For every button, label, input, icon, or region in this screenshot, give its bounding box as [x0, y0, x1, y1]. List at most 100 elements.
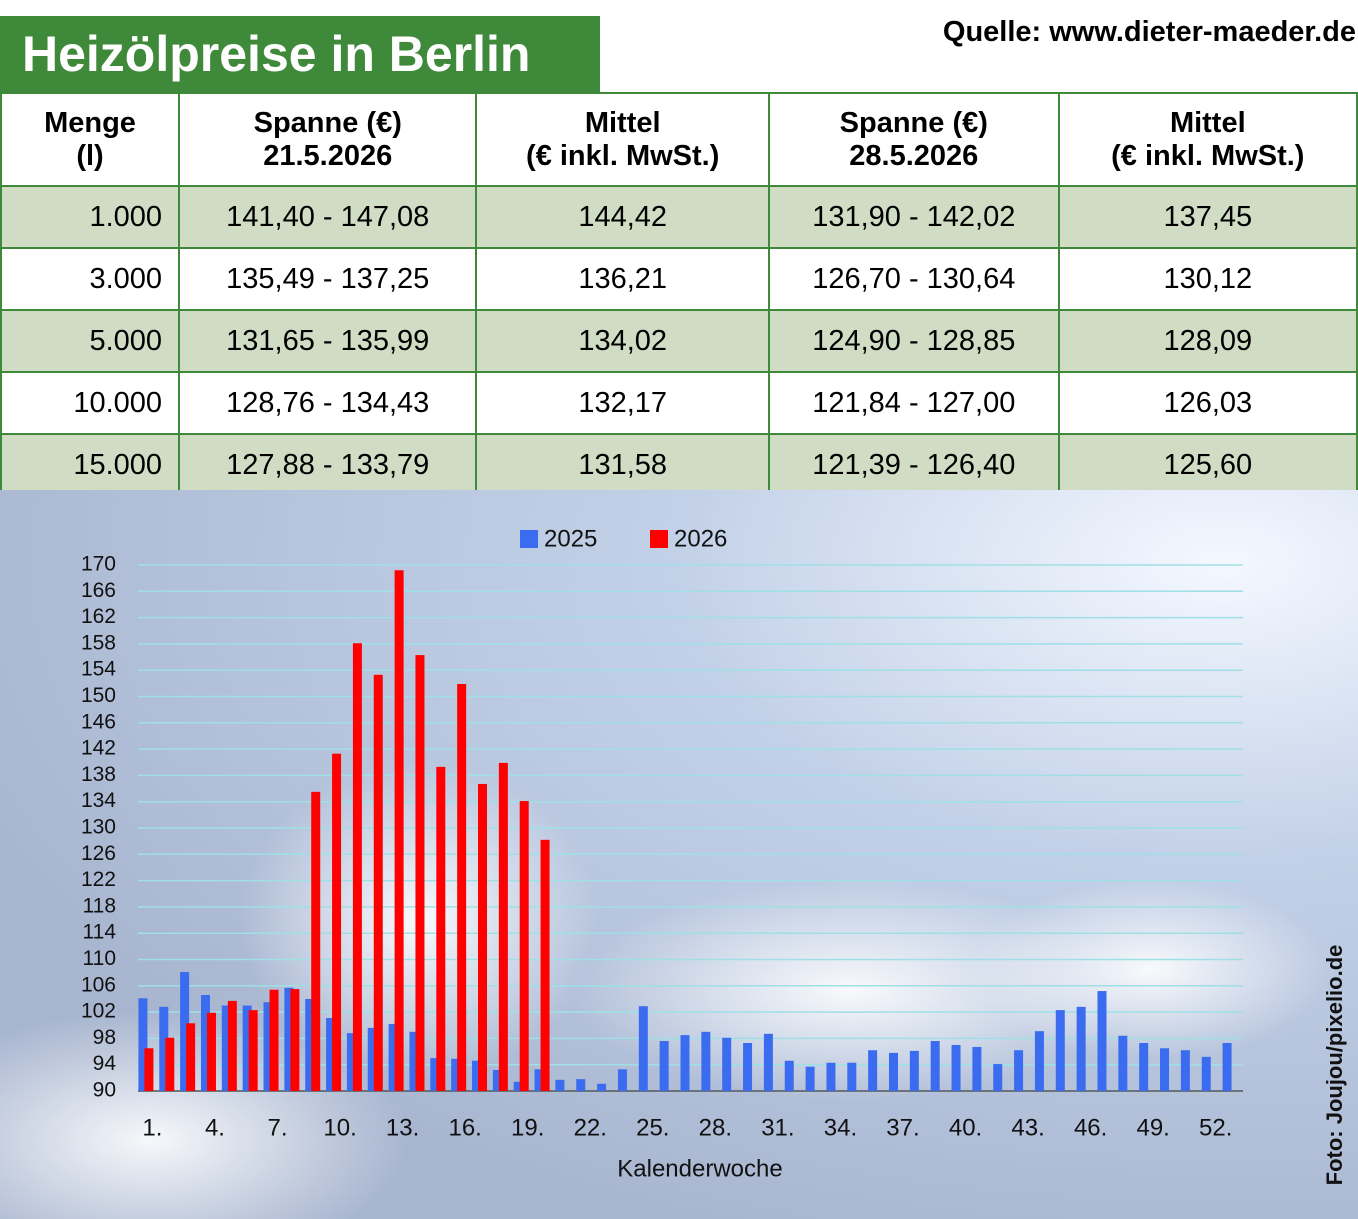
bar [617, 1069, 627, 1091]
table-cell: 134,02 [475, 309, 770, 373]
y-tick-label: 154 [81, 658, 116, 681]
legend-label: 2025 [544, 525, 597, 552]
legend-label: 2026 [674, 525, 727, 552]
x-tick-label: 52. [1199, 1114, 1232, 1141]
table-cell: 15.000 [0, 433, 181, 497]
bar [388, 1023, 398, 1091]
photo-credit: Foto: Joujou/pixelio.de [1322, 945, 1347, 1186]
bar [1222, 1043, 1232, 1091]
bar [248, 1010, 258, 1091]
bar [1014, 1050, 1024, 1091]
table-cell: 137,45 [1057, 185, 1358, 249]
bar [555, 1079, 565, 1091]
x-tick-label: 25. [636, 1114, 669, 1141]
x-tick-label: 43. [1011, 1114, 1044, 1141]
y-tick-label: 98 [93, 1026, 116, 1049]
x-tick-label: 49. [1136, 1114, 1169, 1141]
x-tick-label: 37. [886, 1114, 919, 1141]
header-line: Mittel [584, 106, 661, 139]
price-table: Menge (l) Spanne (€) 21.5.2026 Mittel (€ inkl… [0, 92, 1358, 497]
bar [868, 1050, 878, 1091]
x-tick-label: 31. [761, 1114, 794, 1141]
x-tick-label: 1. [142, 1114, 162, 1141]
y-tick-label: 122 [81, 868, 116, 891]
table-cell: 128,09 [1057, 309, 1358, 373]
table-cell: 131,58 [475, 433, 770, 497]
table-cell: 141,40 - 147,08 [178, 185, 478, 249]
y-tick-label: 126 [81, 842, 116, 865]
bar [540, 839, 550, 1091]
bar [451, 1058, 461, 1091]
bar [763, 1033, 773, 1091]
y-tick-label: 106 [81, 973, 116, 996]
title: Heizölpreise in Berlin [0, 16, 600, 92]
bar [638, 1006, 648, 1091]
bar [326, 1018, 336, 1091]
bar [659, 1041, 669, 1091]
bar [430, 1058, 440, 1091]
bar [409, 1031, 419, 1091]
column-header: Mittel (€ inkl. MwSt.) [475, 92, 770, 187]
y-tick-label: 94 [93, 1052, 117, 1075]
chart: Kalenderwoche Foto: Joujou/pixelio.de 90… [0, 490, 1358, 1219]
bar [227, 1000, 237, 1091]
x-tick-label: 28. [699, 1114, 732, 1141]
bar [221, 1005, 231, 1091]
bar [743, 1043, 753, 1091]
bar [200, 995, 210, 1091]
bar [826, 1062, 836, 1091]
bar [263, 1002, 273, 1091]
bar [415, 655, 425, 1091]
bar [680, 1035, 690, 1091]
x-tick-label: 46. [1074, 1114, 1107, 1141]
y-tick-label: 114 [83, 921, 117, 944]
bar [722, 1037, 732, 1091]
bar [478, 783, 488, 1091]
header-line: 21.5.2026 [263, 139, 393, 172]
column-header: Mittel (€ inkl. MwSt.) [1057, 92, 1358, 187]
table-cell: 132,17 [475, 371, 770, 435]
table-cell: 5.000 [0, 309, 181, 373]
x-tick-label: 19. [511, 1114, 544, 1141]
bar [311, 791, 321, 1091]
y-tick-label: 138 [81, 763, 116, 786]
bar [576, 1079, 586, 1091]
bar [597, 1083, 607, 1091]
bar [1180, 1050, 1190, 1091]
column-header: Spanne (€) 28.5.2026 [767, 92, 1060, 187]
x-tick-label: 40. [949, 1114, 982, 1141]
y-tick-label: 166 [81, 579, 116, 602]
bar [534, 1069, 544, 1091]
bar [784, 1060, 794, 1091]
table-cell: 130,12 [1057, 247, 1358, 311]
table-cell: 126,03 [1057, 371, 1358, 435]
y-tick-label: 142 [81, 737, 116, 760]
table-cell: 144,42 [475, 185, 770, 249]
bar [367, 1027, 377, 1091]
bar [436, 766, 446, 1091]
bar [1097, 991, 1107, 1091]
table-row: 5.000 131,65 - 135,99 134,02 124,90 - 128,8… [0, 309, 1358, 373]
bar [457, 684, 467, 1091]
y-tick-label: 146 [81, 710, 116, 733]
y-tick-label: 90 [93, 1079, 116, 1102]
bar [165, 1037, 175, 1091]
table-row: 10.000 128,76 - 134,43 132,17 121,84 - 127,… [0, 371, 1358, 435]
bar [1160, 1048, 1170, 1091]
header-line: Mittel [1169, 106, 1246, 139]
legend-swatch [650, 530, 668, 548]
source: Quelle: www.dieter-maeder.de [942, 16, 1356, 48]
bar [290, 989, 300, 1091]
bar [373, 674, 383, 1091]
bar [159, 1006, 169, 1091]
bar [242, 1005, 252, 1091]
y-tick-label: 162 [81, 605, 116, 628]
bar [909, 1050, 919, 1091]
x-tick-label: 34. [824, 1114, 857, 1141]
header-line: 28.5.2026 [849, 139, 979, 172]
x-tick-label: 13. [386, 1114, 419, 1141]
bar [930, 1041, 940, 1091]
bar [206, 1012, 216, 1091]
header-line: Spanne (€) [253, 106, 402, 139]
